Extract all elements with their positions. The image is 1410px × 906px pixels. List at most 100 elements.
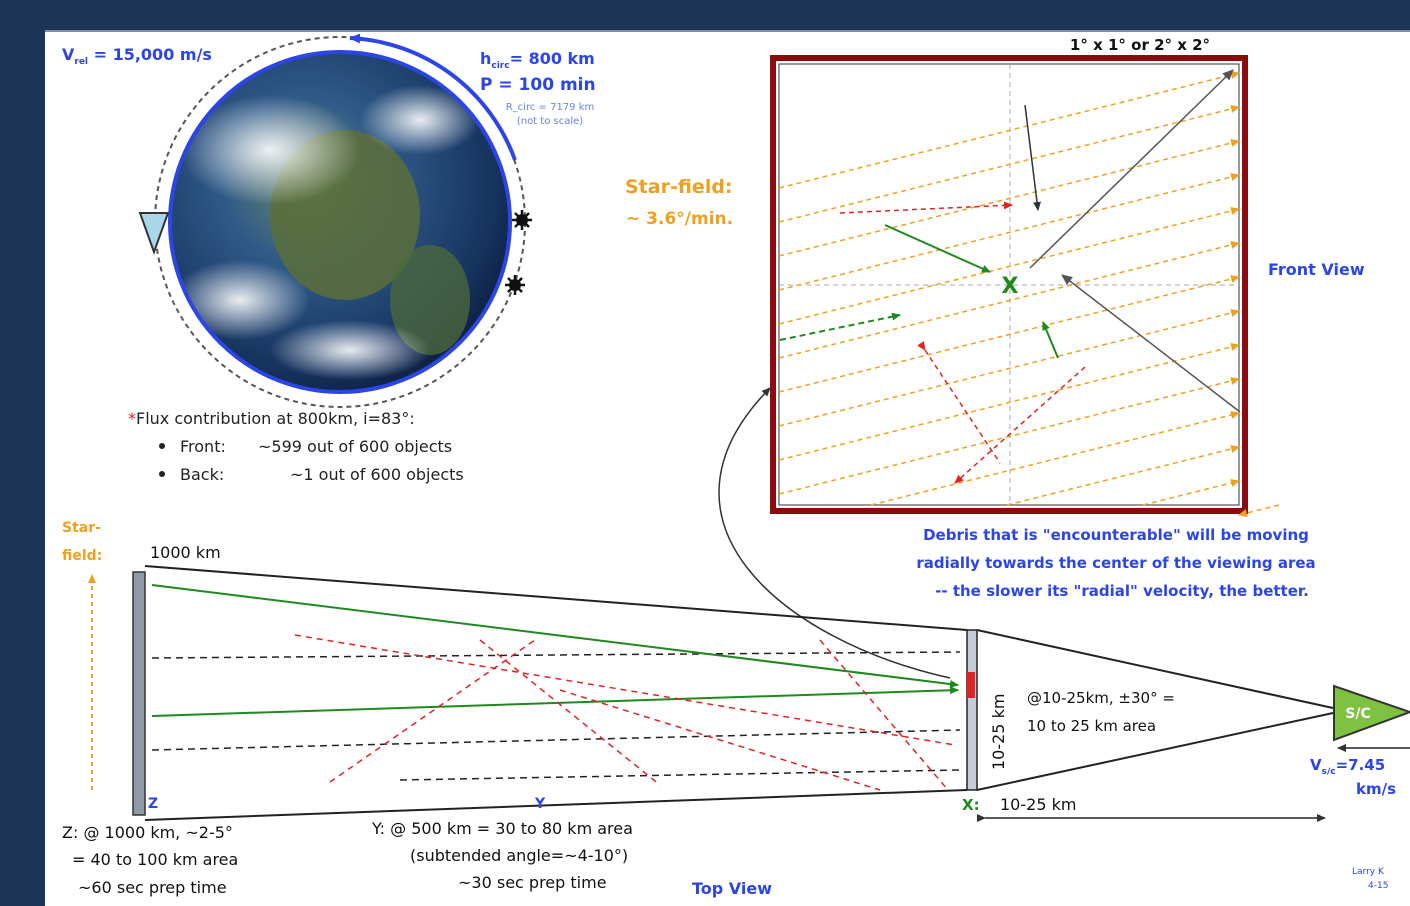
flux-bullet [159,471,165,477]
author-credit: 4-15 [1368,881,1388,891]
orbit-direction-arrow [349,33,517,161]
earth-rim [168,50,512,394]
altitude-label: h [480,49,491,68]
star-streak [778,309,1240,427]
debris-track-red [954,366,1086,484]
debris-track-gray [1061,274,1241,413]
flux-back-value: ~1 out of 600 objects [290,465,464,484]
star-field-rate: ~ 3.6°/min. [626,209,733,229]
near-area-text: @10-25km, ±30° = [1027,689,1175,707]
debris-track-black [1024,104,1041,211]
earth-cloud [270,320,430,380]
star-streak [778,241,1240,359]
star-streak [870,411,1240,506]
debris-track-red [917,341,1001,464]
flux-back-label: Back: [180,465,224,484]
star-field-streaks [778,71,1280,517]
cone-upper-edge [144,565,968,631]
top-view-label: Top View [692,879,772,898]
far-plane-z [132,571,146,816]
altitude-value: = 800 km [510,49,595,68]
flux-asterisk: * [128,409,136,428]
flux-title: Flux contribution at 800km, i=83°: [136,409,415,428]
debris-track-red [839,201,1013,214]
top-view: S/C [88,565,1410,822]
star-field-label: field: [62,548,102,564]
vrel-value: = 15,000 m/s [88,45,212,64]
satellite-icon [512,210,532,230]
z-description: = 40 to 100 km area [72,850,238,869]
star-streak [778,343,1240,461]
debris-track-green [884,224,991,273]
star-streak [778,275,1240,393]
earth-cloud [180,95,360,205]
front-view-note: radially towards the center of the viewi… [916,554,1315,572]
orbit-radius-note: R_circ = 7179 km [506,102,595,113]
front-view-note: -- the slower its "radial" velocity, the… [935,582,1309,600]
y-marker: Y [534,796,546,812]
star-streak [778,377,1240,495]
track-red-dashed [329,639,536,783]
star-streak [1006,445,1240,506]
earth-cloud [170,260,310,340]
view-connector-arrow [718,387,951,679]
svg-text:hcirc= 800 km: hcirc= 800 km [480,49,595,71]
vsc-value: =7.45 [1336,756,1386,774]
star-streak [778,207,1240,325]
debris-track-green [779,312,901,341]
sc-cone-upper [976,629,1334,709]
star-streak [778,139,1240,257]
x-range-label: 10-25 km [1000,795,1076,814]
near-area-text: 10 to 25 km area [1027,717,1156,735]
star-streak [778,71,1240,189]
star-streak [1142,479,1240,506]
star-streak [778,173,1240,291]
star-field-label: Star- [62,520,101,536]
track-red-dashed [294,634,956,746]
z-description: Z: @ 1000 km, ~2-5° [62,823,233,842]
star-field-title: Star-field: [625,176,733,198]
flux-front-label: Front: [180,437,226,456]
front-view-note: Debris that is "encounterable" will be m… [923,526,1309,544]
field-size-label: 1° x 1° or 2° x 2° [1070,36,1210,54]
flux-bullet [159,443,165,449]
track-black-dashed [151,651,961,659]
vsc-subscript: s/c [1322,767,1336,777]
scale-note: (not to scale) [517,116,583,127]
track-black-dashed [399,769,961,781]
track-black-dashed [151,729,961,751]
vsc-units: km/s [1356,780,1396,798]
cone-lower-edge [144,789,968,821]
front-view-label: Front View [1268,260,1365,279]
track-green [151,584,959,688]
altitude-subscript: circ [491,61,509,71]
z-description: ~60 sec prep time [78,878,227,897]
y-description: Y: @ 500 km = 30 to 80 km area [371,819,633,838]
vrel-subscript: rel [74,57,88,67]
star-streak [778,105,1240,223]
spacecraft-icon [1333,684,1410,742]
view-center-mark: X [1002,274,1019,299]
vrel-label: V [62,45,75,64]
front-view-frame: X [770,55,1280,517]
top-bar [0,0,1410,30]
flux-front-value: ~599 out of 600 objects [258,437,452,456]
svg-text:Vrel = 15,000 m/s: Vrel = 15,000 m/s [62,45,212,67]
earth-continent-south [390,245,470,355]
debris-track-green [1042,321,1059,359]
range-1000-label: 1000 km [150,543,221,562]
satellite-icon [505,275,525,295]
track-green [151,686,959,717]
x-marker: X: [962,796,980,814]
near-plane-target [967,672,975,698]
track-red-dashed [559,689,881,791]
sc-cone-lower [976,712,1334,791]
orbit-diagram [138,33,532,408]
svg-text:*Flux contribution at 800km, i: *Flux contribution at 800km, i=83°: [128,409,415,428]
y-description: (subtended angle=~4-10°) [410,846,628,865]
near-plane-x [966,629,978,791]
track-red-dashed [479,639,661,786]
author-credit: Larry K [1352,867,1385,877]
earth-cloud [360,85,480,155]
